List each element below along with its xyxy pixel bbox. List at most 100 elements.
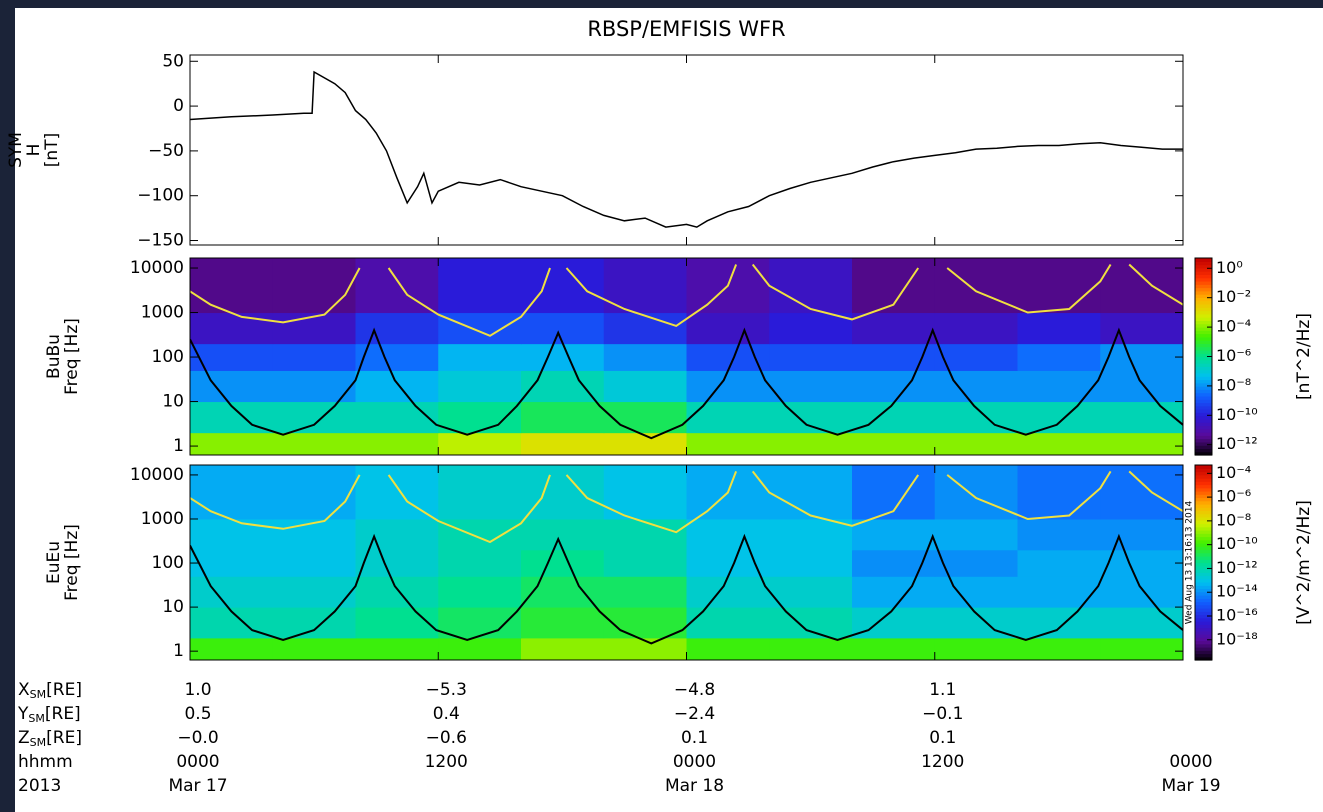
y-axis-label: [nT] (42, 133, 62, 167)
heatmap-cell (603, 465, 687, 520)
ephemeris-value: −5.3 (426, 680, 467, 700)
colorbar-step (1195, 474, 1212, 479)
heatmap-cell (1017, 343, 1101, 371)
colorbar-step (1195, 264, 1212, 269)
ephemeris-label: hhmm (18, 752, 73, 772)
colorbar-step (1195, 494, 1212, 499)
colorbar-step (1195, 598, 1212, 603)
y-tick-label: 1 (173, 641, 184, 661)
colorbar-step (1195, 402, 1212, 407)
heatmap-cell (438, 370, 522, 403)
y-tick-label: 10000 (130, 465, 184, 485)
heatmap-cell (190, 258, 274, 314)
y-tick-label: −50 (148, 141, 184, 161)
heatmap-cell (852, 401, 936, 434)
colorbar-step (1195, 549, 1212, 554)
heatmap-cell (769, 607, 853, 639)
colorbar-step (1195, 432, 1212, 436)
heatmap-cell (686, 518, 770, 551)
heatmap-cell (272, 343, 356, 371)
colorbar-step (1195, 310, 1212, 315)
heatmap-cell (1100, 465, 1183, 520)
heatmap-cell (686, 637, 770, 660)
ephemeris-value: −0.0 (177, 728, 218, 748)
ephemeris-label: Z (18, 728, 30, 748)
colorbar-step (1195, 543, 1212, 547)
ephemeris-row-label: XSM[RE] (18, 680, 82, 701)
heatmap-cell (190, 549, 274, 577)
heatmap-cell (190, 312, 274, 345)
heatmap-cell (934, 518, 1018, 551)
heatmap-cell (355, 607, 439, 639)
ephemeris-label: X (18, 680, 30, 700)
heatmap-cell (769, 518, 853, 551)
colorbar-step (1195, 379, 1212, 384)
colorbar-step (1195, 386, 1212, 390)
heatmap-cell (769, 312, 853, 345)
y-tick-label: 0 (173, 96, 184, 116)
heatmap-cell (1100, 576, 1183, 608)
colorbar-step (1195, 422, 1212, 427)
heatmap-cell (769, 370, 853, 403)
colorbar-step (1195, 441, 1212, 446)
colorbar-step (1195, 349, 1212, 354)
heatmap-cell (686, 432, 770, 455)
heatmap-cell (272, 401, 356, 434)
colorbar-step (1195, 284, 1212, 289)
heatmap-cell (438, 637, 522, 660)
colorbar-step (1195, 608, 1212, 612)
colorbar-step (1195, 376, 1212, 381)
heatmap-cell (1017, 576, 1101, 608)
panel: 10⁰ 10⁻² 10⁻⁴ 10⁻⁶ 10⁻⁸ 10⁻¹⁰ 10⁻¹² [nT^2/Hz] 1 1… (44, 257, 1314, 456)
colorbar-step (1195, 630, 1212, 635)
colorbar-frame (1194, 464, 1213, 661)
colorbar-tick-label: 10⁰ (1216, 258, 1243, 277)
colorbar-tick-label: 10⁻¹⁰ (1216, 534, 1258, 553)
heatmap-cell (1100, 343, 1183, 371)
heatmap-cell (1100, 370, 1183, 403)
colorbar-step (1195, 313, 1212, 318)
y-tick-label: 1000 (141, 509, 184, 529)
ephemeris-row-label: YSM[RE] (17, 704, 81, 725)
heatmap-cell (1017, 401, 1101, 434)
colorbar-step (1195, 556, 1212, 560)
colorbar-tick-label: 10⁻⁴ (1216, 317, 1251, 336)
colorbar-step (1195, 392, 1212, 397)
ephemeris-value: 0.1 (929, 728, 956, 748)
heatmap-cell (355, 432, 439, 455)
colorbar-tick-label: 10⁻⁶ (1216, 346, 1251, 365)
colorbar-step (1195, 405, 1212, 410)
heatmap-cell (355, 312, 439, 345)
panel: 10⁻⁴ 10⁻⁶ 10⁻⁸ 10⁻¹⁰ 10⁻¹² 10⁻¹⁴ 10⁻¹⁶ 10⁻¹⁸ [V^… (44, 463, 1314, 661)
colorbar-label: [nT^2/Hz] (1294, 313, 1314, 400)
y-tick-label: 10 (162, 597, 184, 617)
colorbar-step (1195, 418, 1212, 423)
heatmap-cell (272, 258, 356, 314)
overlay-curve (190, 470, 1183, 544)
y-tick-label: 100 (152, 553, 184, 573)
ephemeris-subscript: SM (30, 736, 46, 749)
heatmap-cell (603, 637, 687, 660)
heatmap-cell (1017, 258, 1101, 314)
heatmap-cell (272, 576, 356, 608)
colorbar-step (1195, 340, 1212, 344)
colorbar-step (1195, 621, 1212, 625)
colorbar-step (1195, 438, 1212, 443)
y-axis-label: Freq [Hz] (62, 318, 82, 395)
heatmap-cell (934, 637, 1018, 660)
ephemeris-unit: [RE] (46, 680, 82, 700)
colorbar-step (1195, 650, 1212, 655)
colorbar-step (1195, 637, 1212, 642)
colorbar-step (1195, 504, 1212, 508)
heatmap-cell (769, 576, 853, 608)
colorbar-step (1195, 369, 1212, 374)
heatmap-cell (438, 258, 522, 314)
colorbar-step (1195, 569, 1212, 573)
heatmap-cell (190, 432, 274, 455)
colorbar-step (1195, 415, 1212, 420)
y-axis-label: EuEu (44, 541, 64, 584)
heatmap-cell (603, 432, 687, 455)
colorbar-step (1195, 294, 1212, 298)
